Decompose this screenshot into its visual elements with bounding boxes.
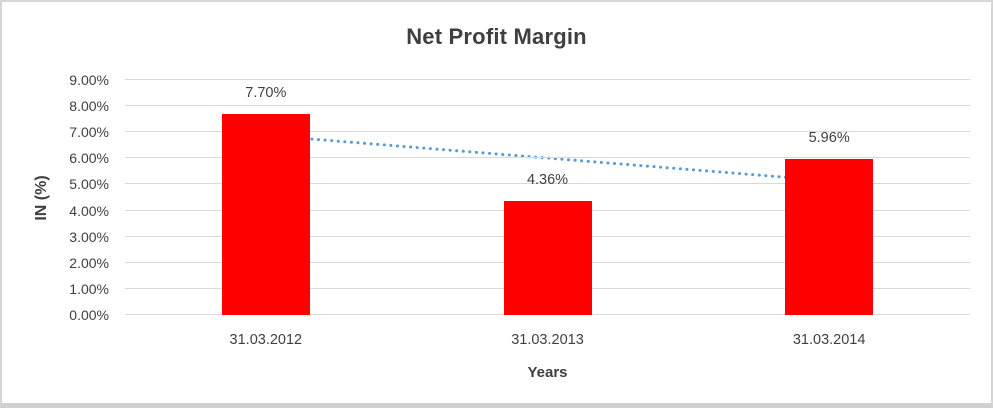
x-category-label: 31.03.2013 [511, 332, 584, 348]
y-tick-label: 7.00% [69, 124, 109, 141]
x-category-label: 31.03.2012 [229, 332, 303, 348]
y-axis-tick-labels: 0.00% 1.00% 2.00% 3.00% 4.00% 5.00% 6.00% 7.00%… [2, 2, 109, 403]
chart-title: Net Profit Margin [406, 24, 587, 49]
bar-31.03.2012 [221, 113, 310, 315]
y-tick-label: 1.00% [69, 280, 109, 297]
bar-31.03.2014 [785, 159, 874, 315]
gridline [125, 131, 970, 133]
x-axis-category-labels: 31.03.2012 31.03.2013 31.03.2014 [125, 332, 970, 352]
gridline [125, 105, 970, 107]
x-axis-title: Years [527, 364, 568, 381]
y-tick-label: 5.00% [69, 176, 109, 193]
y-tick-label: 4.00% [69, 202, 109, 219]
x-category-label: 31.03.2014 [792, 332, 866, 348]
bar-data-label: 5.96% [808, 130, 850, 147]
y-tick-label: 2.00% [69, 254, 109, 271]
plot-area: 7.70% 4.36% 5.96% [125, 79, 970, 315]
gridline [125, 183, 970, 185]
gridline [125, 79, 970, 80]
y-tick-label: 0.00% [69, 307, 109, 323]
bar-data-label: 7.70% [245, 84, 287, 101]
y-tick-label: 8.00% [69, 98, 109, 115]
bar-31.03.2013 [503, 201, 592, 315]
y-tick-label: 9.00% [69, 72, 109, 88]
y-tick-label: 6.00% [69, 150, 109, 167]
bar-data-label: 4.36% [526, 172, 569, 189]
gridline [125, 157, 970, 159]
y-tick-label: 3.00% [69, 228, 109, 245]
